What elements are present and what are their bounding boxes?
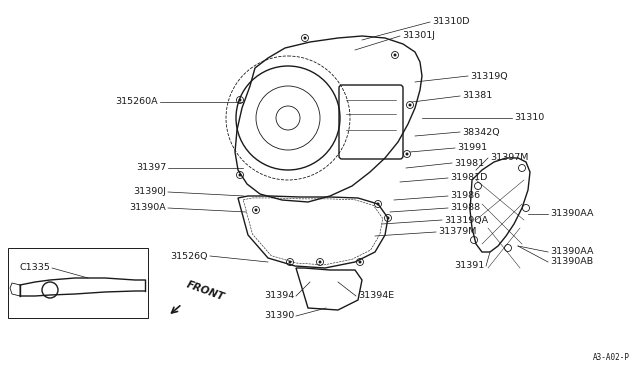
- Text: 31397: 31397: [136, 164, 166, 173]
- Text: 31301J: 31301J: [402, 32, 435, 41]
- Text: 31391: 31391: [454, 262, 484, 270]
- Circle shape: [303, 36, 307, 39]
- Text: 31310D: 31310D: [432, 17, 470, 26]
- Circle shape: [358, 260, 362, 263]
- Text: 31319Q: 31319Q: [470, 71, 508, 80]
- Text: 315260A: 315260A: [115, 97, 158, 106]
- Text: 31981: 31981: [454, 158, 484, 167]
- Text: 31390AA: 31390AA: [550, 209, 593, 218]
- Circle shape: [239, 173, 241, 176]
- Text: 31991: 31991: [457, 144, 487, 153]
- Text: 31526Q: 31526Q: [170, 251, 208, 260]
- Text: 31379M: 31379M: [438, 228, 476, 237]
- Text: A3-A02-P: A3-A02-P: [593, 353, 630, 362]
- Text: C1335: C1335: [19, 263, 50, 273]
- Text: 31397M: 31397M: [490, 154, 529, 163]
- Circle shape: [289, 260, 291, 263]
- Text: 38342Q: 38342Q: [462, 128, 500, 137]
- Text: 31381: 31381: [462, 92, 492, 100]
- Bar: [8, 248, 148, 318]
- Text: 31988: 31988: [450, 203, 480, 212]
- Circle shape: [376, 202, 380, 205]
- Circle shape: [255, 208, 257, 212]
- Text: 31390AA: 31390AA: [550, 247, 593, 257]
- Circle shape: [239, 99, 241, 102]
- Text: 31319QA: 31319QA: [444, 215, 488, 224]
- Text: 31310: 31310: [514, 113, 544, 122]
- Text: 31986: 31986: [450, 192, 480, 201]
- Circle shape: [394, 54, 397, 57]
- Text: 31390J: 31390J: [133, 187, 166, 196]
- Circle shape: [319, 260, 321, 263]
- Text: 31390A: 31390A: [129, 203, 166, 212]
- Text: FRONT: FRONT: [185, 279, 226, 302]
- Circle shape: [408, 103, 412, 106]
- Text: 31394E: 31394E: [358, 292, 394, 301]
- Text: 31394: 31394: [264, 292, 294, 301]
- Text: 31390: 31390: [264, 311, 294, 321]
- Text: 31981D: 31981D: [450, 173, 488, 183]
- Text: 31390AB: 31390AB: [550, 257, 593, 266]
- Circle shape: [387, 217, 390, 219]
- Circle shape: [406, 153, 408, 155]
